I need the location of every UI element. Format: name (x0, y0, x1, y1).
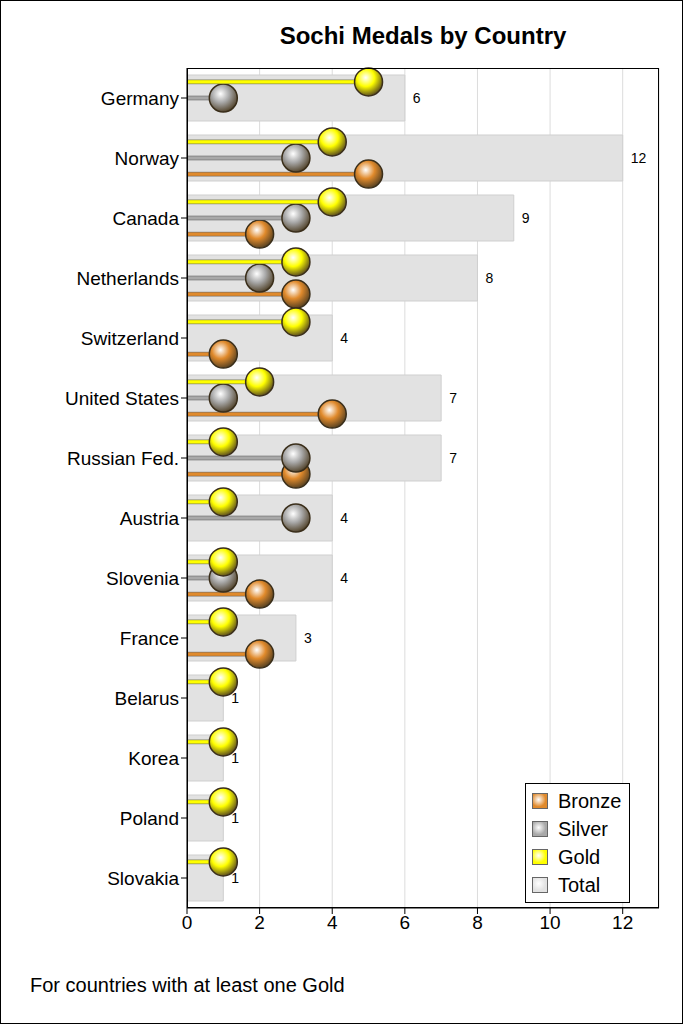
svg-text:3: 3 (304, 630, 312, 646)
svg-text:Norway: Norway (115, 148, 180, 169)
svg-text:Slovenia: Slovenia (106, 568, 179, 589)
svg-text:Austria: Austria (120, 508, 180, 529)
svg-text:10: 10 (540, 912, 561, 933)
svg-text:United States: United States (65, 388, 179, 409)
svg-text:1: 1 (231, 690, 239, 706)
svg-text:6: 6 (400, 912, 411, 933)
html-text:Silver: Silver (558, 817, 608, 840)
svg-text:2: 2 (254, 912, 265, 933)
svg-text:Switzerland: Switzerland (81, 328, 179, 349)
svg-text:12: 12 (612, 912, 633, 933)
svg-text:4: 4 (327, 912, 338, 933)
html-text:For countries with at least on: For countries with at least one Gold (30, 974, 345, 996)
svg-text:7: 7 (449, 390, 457, 406)
svg-text:Russian Fed.: Russian Fed. (67, 448, 179, 469)
svg-text:Belarus: Belarus (115, 688, 179, 709)
svg-text:9: 9 (522, 210, 530, 226)
html-text:Sochi Medals by Country: Sochi Medals by Country (279, 22, 567, 49)
svg-text:Netherlands: Netherlands (77, 268, 179, 289)
html-text:Total: Total (558, 873, 601, 896)
svg-text:8: 8 (485, 270, 493, 286)
svg-text:1: 1 (231, 870, 239, 886)
html-text:Gold: Gold (558, 845, 601, 868)
svg-text:Slovakia: Slovakia (107, 868, 179, 889)
svg-text:Poland: Poland (120, 808, 179, 829)
svg-text:6: 6 (413, 90, 421, 106)
html-text:Bronze: Bronze (558, 789, 622, 812)
svg-text:1: 1 (231, 750, 239, 766)
svg-text:12: 12 (631, 150, 647, 166)
svg-text:4: 4 (340, 570, 348, 586)
svg-text:Korea: Korea (128, 748, 179, 769)
svg-text:France: France (120, 628, 179, 649)
svg-text:4: 4 (340, 330, 348, 346)
svg-text:8: 8 (472, 912, 483, 933)
svg-text:1: 1 (231, 810, 239, 826)
svg-text:0: 0 (182, 912, 193, 933)
svg-text:4: 4 (340, 510, 348, 526)
svg-text:Canada: Canada (112, 208, 179, 229)
svg-text:7: 7 (449, 450, 457, 466)
svg-text:Germany: Germany (101, 88, 180, 109)
